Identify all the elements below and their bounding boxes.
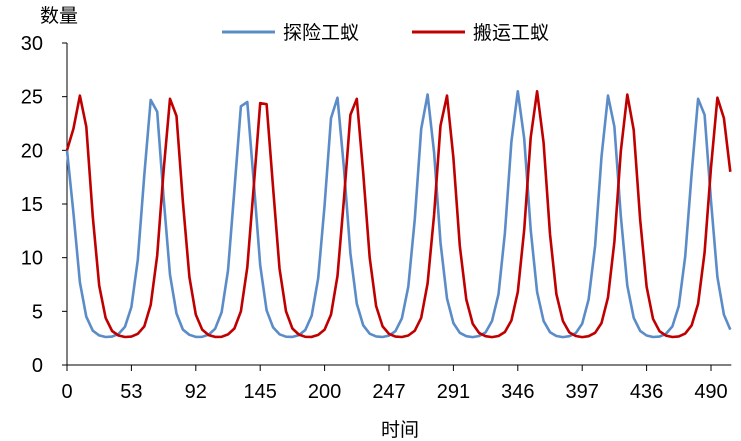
y-tick-label: 20	[21, 140, 43, 162]
legend-label-1: 探险工蚁	[283, 22, 359, 44]
x-tick-label: 200	[308, 381, 341, 403]
y-tick-label: 15	[21, 194, 43, 216]
y-axis-title: 数量	[40, 5, 78, 27]
y-tick-label: 5	[32, 301, 43, 323]
series-line-1	[65, 90, 732, 339]
y-tick-label: 25	[21, 87, 43, 109]
legend-label-2: 搬运工蚁	[473, 22, 549, 44]
x-tick-label: 0	[61, 381, 72, 403]
x-tick-label: 145	[244, 381, 277, 403]
x-tick-label: 53	[120, 381, 142, 403]
x-tick-label: 490	[694, 381, 727, 403]
x-tick-label: 247	[372, 381, 405, 403]
x-tick-label: 92	[185, 381, 207, 403]
y-tick-label: 30	[21, 33, 43, 55]
series-lines	[65, 90, 732, 339]
x-tick-label: 436	[630, 381, 663, 403]
series-line-2	[65, 90, 732, 339]
axes: 0 5 10 15 20 25 30 0 53 92 145 200 247 291 346 397 436 49…	[21, 33, 732, 403]
x-tick-label: 346	[501, 381, 534, 403]
x-axis-title: 时间	[381, 419, 419, 441]
x-tick-label: 291	[437, 381, 470, 403]
legend: 探险工蚁 搬运工蚁	[222, 22, 549, 44]
y-tick-label: 0	[32, 355, 43, 377]
y-tick-label: 10	[21, 248, 43, 270]
x-tick-label: 397	[566, 381, 599, 403]
